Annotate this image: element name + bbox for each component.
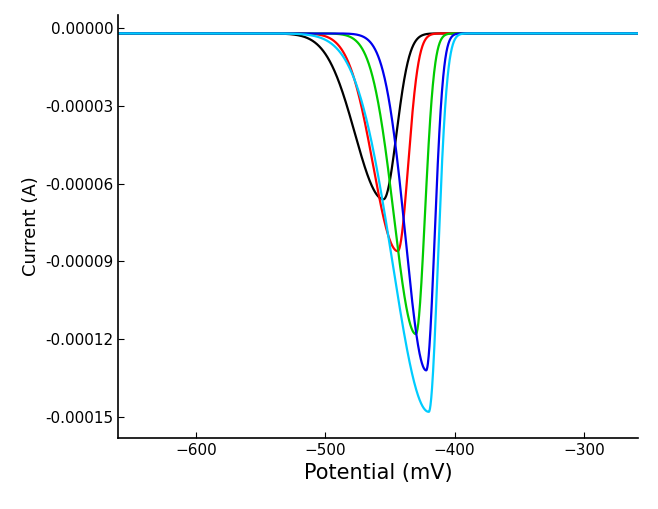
4 min bbox=[141, 31, 149, 37]
2 min bbox=[634, 31, 642, 37]
1 min bbox=[367, 181, 375, 187]
3 min bbox=[353, 39, 361, 45]
2 min bbox=[619, 31, 627, 37]
1 min bbox=[141, 31, 149, 37]
3 min bbox=[634, 31, 642, 37]
2 min bbox=[393, 248, 401, 254]
1 min bbox=[114, 31, 122, 37]
4 min bbox=[524, 31, 532, 37]
Y-axis label: Current (A): Current (A) bbox=[22, 177, 39, 276]
4 min bbox=[353, 32, 361, 38]
3 min bbox=[619, 31, 627, 37]
5 min bbox=[353, 84, 361, 91]
3 min bbox=[524, 31, 532, 37]
2 min bbox=[619, 31, 627, 37]
5 min bbox=[634, 31, 642, 37]
5 min bbox=[424, 409, 432, 415]
Line: 3 min: 3 min bbox=[118, 34, 638, 334]
5 min bbox=[114, 31, 122, 37]
2 min bbox=[367, 152, 375, 158]
1 min bbox=[380, 196, 388, 203]
4 min bbox=[634, 31, 642, 37]
3 min bbox=[412, 331, 420, 337]
1 min bbox=[619, 31, 627, 37]
2 min bbox=[353, 87, 361, 93]
3 min bbox=[367, 69, 375, 75]
4 min bbox=[619, 31, 627, 37]
5 min bbox=[367, 137, 375, 144]
X-axis label: Potential (mV): Potential (mV) bbox=[304, 463, 453, 483]
1 min bbox=[353, 139, 361, 146]
5 min bbox=[507, 31, 515, 37]
5 min bbox=[141, 31, 149, 37]
2 min bbox=[524, 31, 532, 37]
3 min bbox=[114, 31, 122, 37]
5 min bbox=[620, 31, 628, 37]
Line: 2 min: 2 min bbox=[118, 34, 638, 251]
Line: 5 min: 5 min bbox=[118, 34, 638, 412]
2 min bbox=[141, 31, 149, 37]
Line: 1 min: 1 min bbox=[118, 34, 638, 200]
1 min bbox=[619, 31, 627, 37]
1 min bbox=[634, 31, 642, 37]
3 min bbox=[141, 31, 149, 37]
4 min bbox=[367, 40, 375, 46]
1 min bbox=[524, 31, 532, 37]
4 min bbox=[422, 367, 430, 374]
5 min bbox=[619, 31, 627, 37]
3 min bbox=[619, 31, 627, 37]
Line: 4 min: 4 min bbox=[118, 34, 638, 371]
2 min bbox=[114, 31, 122, 37]
4 min bbox=[619, 31, 627, 37]
5 min bbox=[524, 31, 532, 37]
4 min bbox=[114, 31, 122, 37]
